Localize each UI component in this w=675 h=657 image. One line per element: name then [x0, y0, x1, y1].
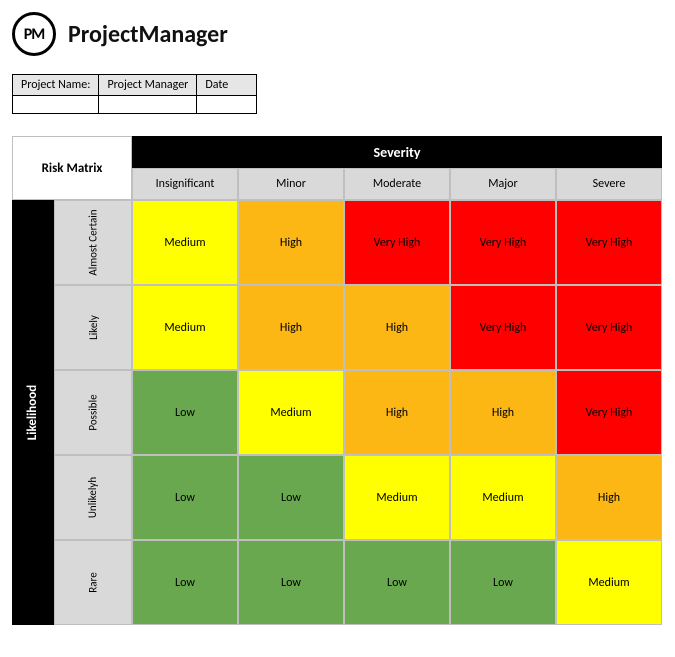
risk-cell: High	[450, 370, 556, 455]
severity-header: Severity	[132, 136, 662, 168]
likelihood-row-rare: Rare	[54, 540, 132, 625]
info-header-project-manager: Project Manager	[99, 75, 197, 96]
risk-matrix: Risk Matrix Severity Insignificant Minor…	[12, 136, 663, 625]
risk-cell: Very High	[450, 200, 556, 285]
risk-cell: Very High	[556, 285, 662, 370]
risk-matrix-title: Risk Matrix	[12, 136, 132, 200]
likelihood-row-possible: Possible	[54, 370, 132, 455]
severity-col-major: Major	[450, 168, 556, 200]
project-info-table: Project Name: Project Manager Date	[12, 74, 257, 114]
risk-cell: Medium	[238, 370, 344, 455]
likelihood-row-likely: Likely	[54, 285, 132, 370]
risk-cell: Very High	[344, 200, 450, 285]
risk-cell: High	[344, 370, 450, 455]
risk-cell: Very High	[450, 285, 556, 370]
risk-cell: Very High	[556, 370, 662, 455]
risk-cell: High	[344, 285, 450, 370]
severity-col-moderate: Moderate	[344, 168, 450, 200]
severity-col-minor: Minor	[238, 168, 344, 200]
risk-cell: Low	[238, 455, 344, 540]
risk-cell: Very High	[556, 200, 662, 285]
risk-cell: Low	[344, 540, 450, 625]
risk-cell: Low	[132, 370, 238, 455]
risk-cell: Medium	[132, 200, 238, 285]
risk-cell: Low	[238, 540, 344, 625]
risk-cell: Medium	[450, 455, 556, 540]
risk-cell: High	[556, 455, 662, 540]
info-header-date: Date	[197, 75, 257, 96]
likelihood-row-almost-certain: Almost Certain	[54, 200, 132, 285]
risk-cell: Low	[132, 455, 238, 540]
likelihood-row-unlikely: Unlikelyh	[54, 455, 132, 540]
info-value-date[interactable]	[197, 96, 257, 114]
logo-icon: PM	[12, 12, 56, 56]
info-header-project-name: Project Name:	[13, 75, 99, 96]
risk-cell: High	[238, 200, 344, 285]
brand-header: PM ProjectManager	[12, 12, 663, 56]
risk-cell: Medium	[556, 540, 662, 625]
severity-col-severe: Severe	[556, 168, 662, 200]
risk-cell: High	[238, 285, 344, 370]
risk-cell: Low	[450, 540, 556, 625]
likelihood-header: Likelihood	[12, 200, 54, 625]
risk-cell: Medium	[132, 285, 238, 370]
risk-cell: Low	[132, 540, 238, 625]
risk-cell: Medium	[344, 455, 450, 540]
info-value-project-name[interactable]	[13, 96, 99, 114]
severity-col-insignificant: Insignificant	[132, 168, 238, 200]
info-value-project-manager[interactable]	[99, 96, 197, 114]
brand-name: ProjectManager	[68, 20, 228, 49]
